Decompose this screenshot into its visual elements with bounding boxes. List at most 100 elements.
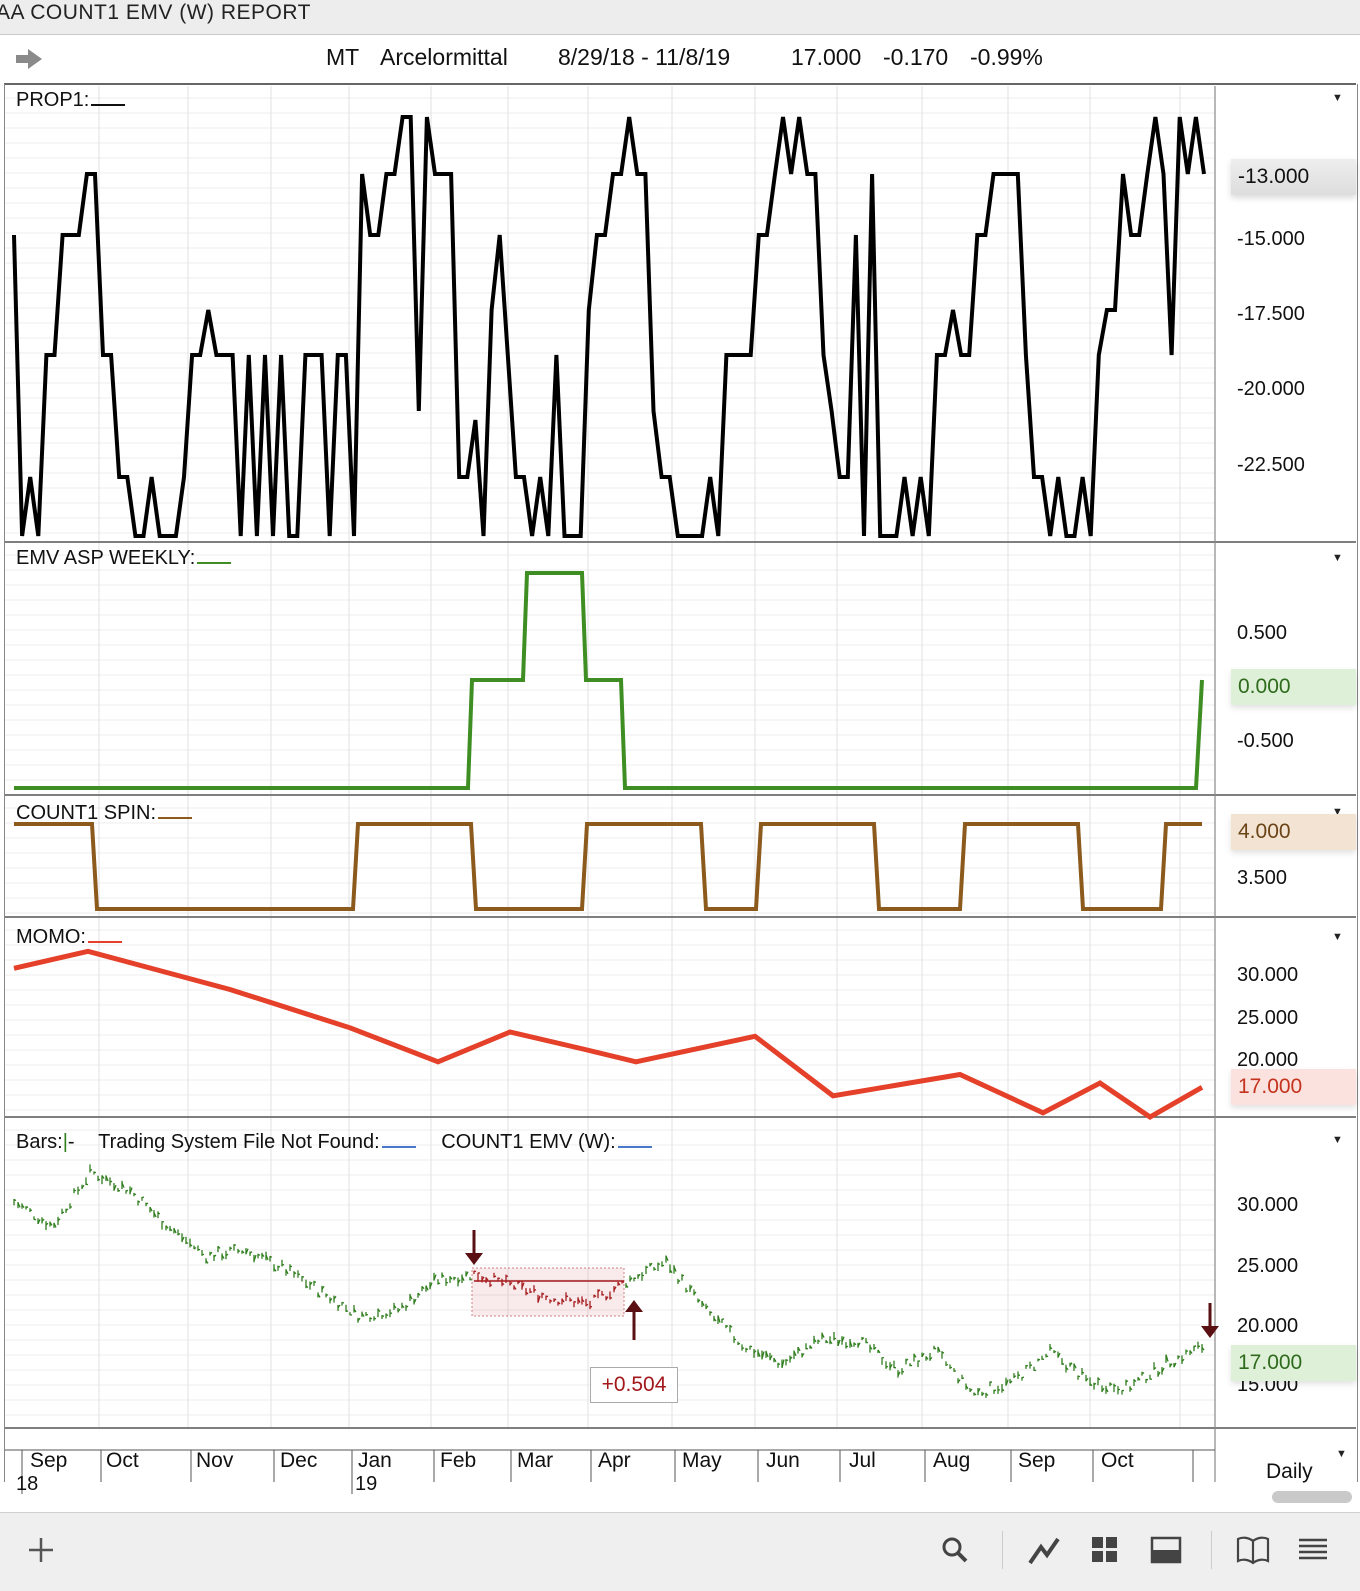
price-bar-close [1082,1372,1084,1373]
month-label: Aug [933,1449,970,1473]
entry-arrow-icon-head [465,1253,483,1265]
price-bar-close [726,1326,728,1327]
book-icon[interactable] [1236,1535,1270,1565]
price-bar-close [1062,1363,1064,1364]
count1-label: COUNT1 SPIN: [16,802,192,825]
price-bar-close [946,1365,948,1366]
price-bar-close [682,1275,684,1276]
price-bar-close [1178,1356,1180,1357]
month-label: Apr [598,1449,631,1473]
bars-label: Bars: [16,1131,63,1153]
price-bar-close [1034,1370,1036,1371]
count1-tick: 3.500 [1237,867,1287,890]
year-label: 18 [16,1473,38,1496]
price-bar-close [1126,1381,1128,1382]
price-bar-close [1078,1376,1080,1377]
prop1-menu-icon[interactable]: ▼ [1332,92,1343,104]
price-bar-close [142,1197,144,1198]
price-bar-close [158,1213,160,1214]
price-bar-close [962,1378,964,1379]
plus-icon[interactable] [26,1535,56,1565]
period-selector[interactable]: Daily [1266,1460,1313,1484]
price-bar-close [646,1267,648,1268]
price-bar-close [202,1254,204,1255]
price-bar-close [786,1360,788,1361]
menu-icon[interactable] [1297,1535,1329,1565]
emv-tick: 0.500 [1237,622,1287,645]
momo-tick: 25.000 [1237,1007,1298,1030]
line-chart-icon[interactable] [1027,1535,1061,1567]
bottom-toolbar [0,1512,1360,1591]
emv-line [14,573,1202,788]
price-bar-close [86,1184,88,1185]
price-bar-close [742,1348,744,1349]
period-menu-icon[interactable]: ▼ [1336,1448,1347,1460]
prop1-current-box: -13.000 [1231,159,1356,195]
emv-label: EMV ASP WEEKLY: [16,547,231,570]
price-bar-close [994,1390,996,1391]
price-bar-close [382,1316,384,1317]
prop1-tick: -15.000 [1237,228,1305,251]
month-label: Feb [440,1449,476,1473]
price-bar-close [454,1278,456,1279]
price-bar-close [270,1257,272,1258]
momo-line [14,951,1202,1117]
price-bar-close [134,1194,136,1195]
prop1-tick: -17.500 [1237,303,1305,326]
grid-icon[interactable] [1090,1535,1120,1565]
price-bar-close [370,1318,372,1319]
price-bar-close [942,1352,944,1353]
price-bar-close [910,1365,912,1366]
momo-label: MOMO: [16,926,122,949]
price-bar-close [1014,1376,1016,1377]
horizontal-scrollbar[interactable] [1272,1491,1352,1503]
price-bar-close [110,1181,112,1182]
price-bar-close [90,1170,92,1171]
prop1-tick: -22.500 [1237,454,1305,477]
price-bar-close [818,1341,820,1342]
prop1-tick: -20.000 [1237,378,1305,401]
month-label: Dec [280,1449,317,1473]
price-bar-close [26,1207,28,1208]
price-bar-close [346,1311,348,1312]
price-bar-close [746,1349,748,1350]
price-bar-close [146,1203,148,1204]
bars-tick: 20.000 [1237,1315,1298,1338]
signal-arrow-icon-head [1201,1326,1219,1338]
price-bar-close [1114,1385,1116,1386]
trade-region [472,1268,624,1316]
price-bar-close [778,1364,780,1365]
layout-icon[interactable] [1150,1535,1184,1565]
momo-menu-icon[interactable]: ▼ [1332,931,1343,943]
prop1-label: PROP1: [16,89,125,112]
price-bar-close [14,1200,16,1201]
bars-tick: 30.000 [1237,1194,1298,1217]
month-label: May [682,1449,722,1473]
bars-legend: Bars:|- Trading System File Not Found: C… [16,1131,652,1154]
momo-current-box: 17.000 [1231,1069,1356,1105]
price-bar-close [866,1342,868,1343]
momo-tick: 30.000 [1237,964,1298,987]
emv-current-box: 0.000 [1231,669,1356,705]
bars-menu-icon[interactable]: ▼ [1332,1134,1343,1146]
exit-arrow-icon-head [625,1300,643,1312]
price-bar-close [62,1212,64,1213]
search-icon[interactable] [940,1535,970,1565]
month-label: Jul [849,1449,876,1473]
system-label: Trading System File Not Found: [98,1131,380,1153]
count-emv-label: COUNT1 EMV (W): [441,1131,615,1153]
year-label: 19 [355,1473,377,1496]
emv-menu-icon[interactable]: ▼ [1332,552,1343,564]
bars-tick: 25.000 [1237,1255,1298,1278]
price-bar-close [342,1302,344,1303]
trade-result: +0.504 [590,1367,678,1403]
month-label: Oct [1101,1449,1134,1473]
month-label: Nov [196,1449,233,1473]
count1-current-box: 4.000 [1231,814,1356,850]
emv-tick: -0.500 [1237,730,1294,753]
month-label: Jan [358,1449,392,1473]
price-bar-close [186,1243,188,1244]
price-bar-close [326,1295,328,1296]
month-label: Sep [30,1449,67,1473]
